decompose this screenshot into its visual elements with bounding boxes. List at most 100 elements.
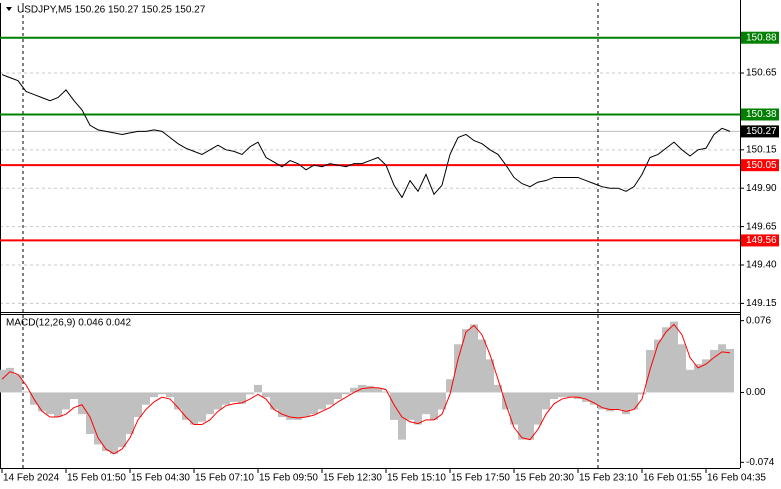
histogram-bar [534, 392, 542, 425]
histogram-bar [718, 344, 726, 393]
x-tick-label: 14 Feb 2024 [3, 473, 60, 484]
histogram-bar [526, 392, 534, 440]
grid-layer [0, 72, 740, 304]
level-label-box [741, 234, 779, 247]
histogram-bar [574, 392, 582, 400]
histogram-bar [254, 384, 262, 393]
histogram-bar [166, 392, 174, 398]
histogram-bar [390, 392, 398, 420]
histogram-bar [54, 392, 62, 417]
x-tick-label: 15 Feb 09:50 [259, 473, 318, 484]
level-label: 149.56 [746, 235, 777, 246]
histogram-bar [262, 392, 270, 398]
histogram-bar [118, 392, 126, 448]
histogram-bar [654, 339, 662, 393]
histogram-bar [438, 392, 446, 410]
histogram-bar [78, 392, 86, 415]
histogram-bar [374, 387, 382, 393]
y-tick-label: 150.15 [746, 144, 777, 155]
y-tick-label: 0.00 [746, 387, 766, 398]
histogram-bar [230, 392, 238, 402]
histogram-bar [302, 392, 310, 417]
y-tick-label: 150.65 [746, 68, 777, 79]
histogram-bar [454, 344, 462, 393]
histogram-bar [334, 392, 342, 400]
histogram-bar [286, 392, 294, 420]
x-tick-label: 16 Feb 04:35 [707, 473, 766, 484]
histogram-bar [542, 392, 550, 410]
level-label-box [741, 31, 779, 44]
histogram-bar [710, 349, 718, 393]
histogram-bar [502, 392, 510, 410]
histogram-bar [582, 392, 590, 402]
histogram-bar [382, 391, 390, 393]
histogram-bar [566, 392, 574, 398]
histogram-bar [198, 392, 206, 422]
histogram-bar [486, 359, 494, 393]
histogram-bar [182, 392, 190, 420]
x-tick-label: 15 Feb 15:10 [387, 473, 446, 484]
level-label-box [741, 108, 779, 121]
collapse-icon[interactable] [6, 7, 12, 11]
histogram-bar [70, 392, 78, 400]
histogram-bar [94, 392, 102, 445]
y-tick-label: 149.65 [746, 221, 777, 232]
histogram-bar [310, 392, 318, 415]
histogram-bar [206, 392, 214, 415]
x-tick-label: 15 Feb 07:10 [195, 473, 254, 484]
histogram-bar [366, 385, 374, 393]
histogram-bar [342, 392, 350, 395]
histogram-bar [678, 344, 686, 393]
y-tick-label: -0.074 [746, 457, 775, 468]
histogram-bar [406, 392, 414, 420]
chart-title: USDJPY,M5 150.26 150.27 150.25 150.27 [17, 5, 206, 16]
histogram-bar [0, 369, 6, 393]
histogram-bar [214, 392, 222, 410]
histogram-bar [558, 392, 566, 398]
indicator-title: MACD(12,26,9) 0.046 0.042 [6, 318, 132, 329]
histogram-bar [142, 392, 150, 405]
histogram-bar [326, 392, 334, 405]
histogram-bar [134, 392, 142, 417]
x-tick-label: 15 Feb 04:30 [131, 473, 190, 484]
histogram-bar [638, 392, 646, 395]
mark-layer [0, 36, 740, 455]
histogram-bar [6, 367, 14, 393]
histogram-bar [238, 392, 246, 404]
histogram-bar [470, 324, 478, 393]
histogram-bar [246, 392, 254, 395]
level-label: 150.05 [746, 160, 777, 171]
x-tick-label: 15 Feb 17:50 [451, 473, 510, 484]
histogram-bar [494, 384, 502, 393]
y-tick-label: 0.076 [746, 315, 771, 326]
histogram-bar [174, 392, 182, 410]
histogram-bar [478, 339, 486, 393]
x-tick-label: 15 Feb 12:30 [323, 473, 382, 484]
histogram-bar [550, 392, 558, 400]
histogram-bar [630, 392, 638, 410]
histogram-bar [62, 392, 70, 410]
y-tick-label: 149.40 [746, 260, 777, 271]
histogram-bar [446, 379, 454, 393]
histogram-bar [222, 392, 230, 405]
histogram-bar [662, 327, 670, 393]
histogram-bar [518, 392, 526, 440]
histogram-bar [46, 392, 54, 415]
histogram-bar [702, 359, 710, 393]
histogram-bar [510, 392, 518, 425]
histogram-bar [150, 392, 158, 398]
histogram-bar [110, 392, 118, 454]
y-tick-label: 149.90 [746, 183, 777, 194]
histogram-bar [86, 392, 94, 434]
histogram-bar [270, 392, 278, 410]
histogram-bar [670, 321, 678, 393]
histogram-bar [350, 387, 358, 393]
level-label: 150.38 [746, 109, 777, 120]
histogram-bar [726, 349, 734, 393]
histogram-bar [422, 392, 430, 415]
histogram-bar [190, 392, 198, 425]
histogram-bar [278, 392, 286, 417]
histogram-bar [430, 392, 438, 420]
